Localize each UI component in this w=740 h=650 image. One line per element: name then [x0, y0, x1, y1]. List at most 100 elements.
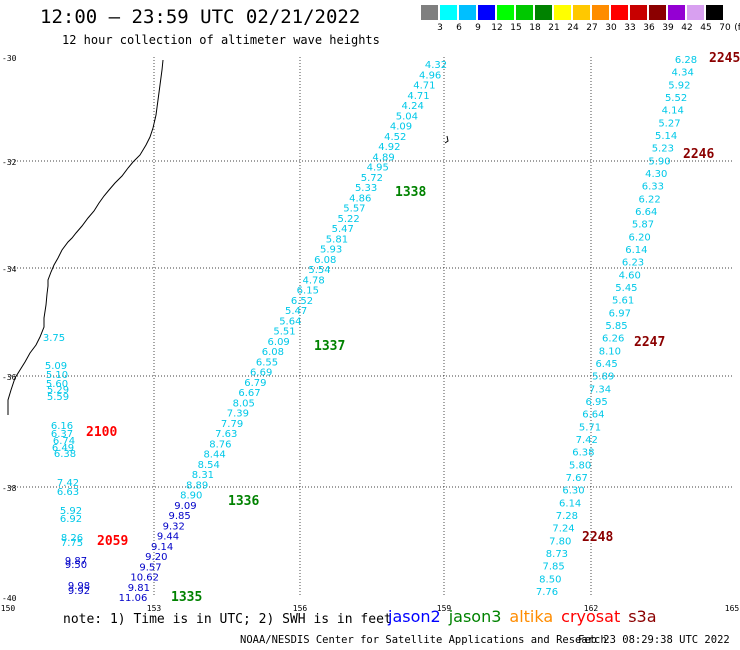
- pass-time-label: 2247: [634, 335, 665, 350]
- swh-value: 6.45: [595, 359, 617, 370]
- swh-value: 4.32: [425, 60, 447, 71]
- swh-value: 6.95: [586, 397, 608, 408]
- mission-s3a: s3a: [628, 607, 657, 626]
- swh-value: 6.92: [60, 514, 82, 525]
- legend-tick-label: 36: [643, 23, 655, 33]
- swh-value: 4.95: [367, 163, 389, 174]
- legend-swatch: [706, 5, 723, 20]
- swh-value: 5.90: [648, 156, 670, 167]
- page-subtitle: 12 hour collection of altimeter wave hei…: [62, 33, 380, 47]
- swh-value: 5.22: [337, 214, 359, 225]
- swh-value: 9.81: [128, 583, 150, 594]
- longitude-label: 165: [725, 604, 740, 613]
- swh-value: 6.79: [244, 378, 266, 389]
- swh-value: 5.27: [658, 118, 680, 129]
- swh-value: 8.73: [546, 549, 568, 560]
- swh-value: 5.04: [396, 111, 418, 122]
- latitude-label: -30: [2, 54, 17, 63]
- swh-value: 7.39: [227, 409, 249, 420]
- legend-swatch: [592, 5, 609, 20]
- swh-value: 4.30: [645, 169, 667, 180]
- swh-value: 8.31: [192, 470, 214, 481]
- legend-swatch: [649, 5, 666, 20]
- legend-tick-label: 6: [456, 23, 462, 33]
- legend-tick-label: 18: [529, 23, 541, 33]
- swh-value: 9.44: [157, 532, 179, 543]
- legend-swatch: [611, 5, 628, 20]
- latitude-label: -38: [2, 484, 17, 493]
- legend-tick-label: 70: [719, 23, 731, 33]
- swh-value: 4.78: [303, 275, 325, 286]
- swh-value: 8.54: [198, 460, 220, 471]
- swh-value: 7.80: [549, 536, 571, 547]
- swh-value: 5.52: [665, 93, 687, 104]
- latitude-label: -34: [2, 265, 17, 274]
- mission-jason2: jason2: [388, 607, 441, 626]
- legend-swatch: [554, 5, 571, 20]
- swh-value: 9.09: [174, 501, 196, 512]
- swh-value: 7.76: [536, 587, 558, 598]
- legend-tick-label: 30: [605, 23, 617, 33]
- swh-value: 6.74: [53, 436, 75, 447]
- swh-value: 6.30: [562, 486, 584, 497]
- swh-value: 4.86: [349, 193, 371, 204]
- swh-value: 6.20: [629, 232, 651, 243]
- swh-value: 5.09: [45, 361, 67, 372]
- pass-time-label: 1338: [395, 185, 426, 200]
- land-mark: [444, 135, 449, 144]
- swh-value: 5.59: [47, 392, 69, 403]
- swh-value: 4.14: [662, 106, 684, 117]
- swh-value: 5.45: [615, 283, 637, 294]
- pass-time-label: 2245: [709, 51, 740, 66]
- swh-value: 7.63: [215, 429, 237, 440]
- mission-altika: altika: [509, 607, 554, 626]
- swh-value: 5.80: [569, 460, 591, 471]
- footer-timestamp: Feb 23 08:29:38 UTC 2022: [578, 634, 730, 646]
- swh-value: 9.57: [139, 562, 161, 573]
- longitude-label: 159: [437, 604, 452, 613]
- legend-tick-label: 39: [662, 23, 674, 33]
- swh-value: 9.20: [145, 552, 167, 563]
- legend-tick-label: 15: [510, 23, 522, 33]
- longitude-label: 150: [1, 604, 16, 613]
- swh-value: 5.29: [47, 385, 69, 396]
- swh-value: 7.42: [576, 435, 598, 446]
- swh-value: 9.87: [65, 556, 87, 567]
- legend-swatch: [535, 5, 552, 20]
- pass-time-label: 2059: [97, 534, 128, 549]
- swh-value: 6.64: [635, 207, 657, 218]
- latitude-label: -40: [2, 594, 17, 603]
- swh-value: 6.67: [238, 388, 260, 399]
- longitude-label: 162: [584, 604, 599, 613]
- mission-legend: jason2 jason3 altika cryosat s3a: [388, 607, 665, 626]
- swh-value: 6.63: [57, 487, 79, 498]
- swh-value: 6.14: [559, 498, 581, 509]
- swh-value: 9.50: [65, 560, 87, 571]
- swh-value: 5.72: [361, 173, 383, 184]
- legend-swatch: [687, 5, 704, 20]
- longitude-label: 153: [147, 604, 162, 613]
- swh-value: 6.97: [609, 308, 631, 319]
- swh-value: 5.57: [343, 204, 365, 215]
- swh-value: 6.14: [625, 245, 647, 256]
- legend-swatch: [668, 5, 685, 20]
- legend-swatch: [459, 5, 476, 20]
- latitude-label: -36: [2, 373, 17, 382]
- swh-value: 6.64: [582, 410, 604, 421]
- swh-value: 5.23: [652, 144, 674, 155]
- swh-value: 5.47: [285, 306, 307, 317]
- swh-value: 8.44: [203, 450, 225, 461]
- swh-value: 3.75: [43, 333, 65, 344]
- legend-tick-label: 21: [548, 23, 560, 33]
- swh-value: 5.33: [355, 183, 377, 194]
- swh-value: 5.51: [273, 327, 295, 338]
- swh-value: 6.09: [268, 337, 290, 348]
- swh-value: 9.85: [168, 511, 190, 522]
- swh-value: 6.69: [250, 368, 272, 379]
- swh-value: 5.60: [46, 379, 68, 390]
- swh-value: 5.10: [46, 370, 68, 381]
- legend-tick-label: 9: [475, 23, 481, 33]
